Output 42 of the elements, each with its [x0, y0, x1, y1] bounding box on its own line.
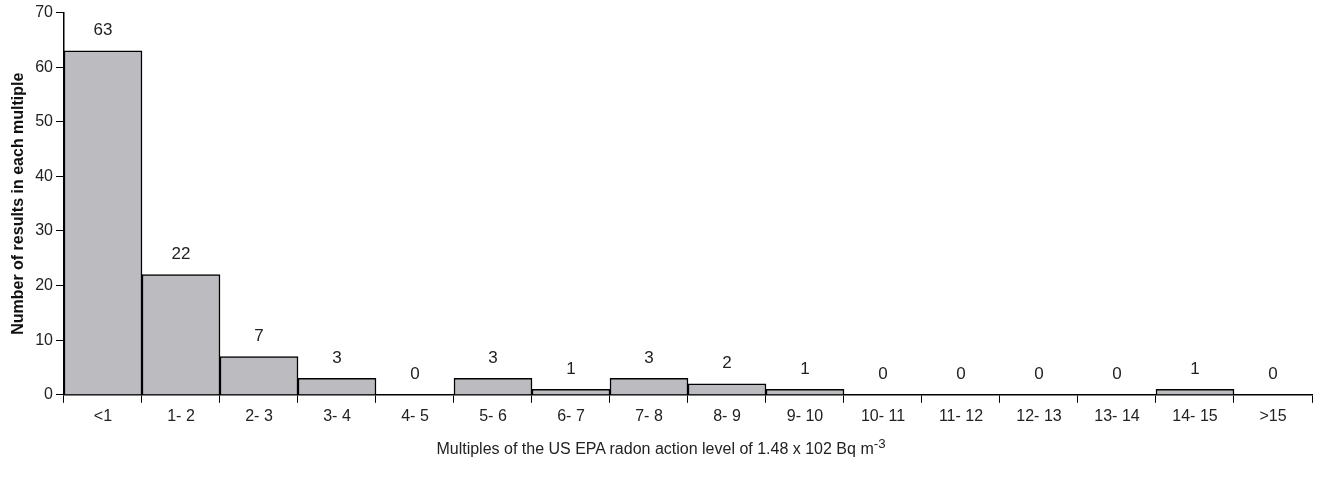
x-tick-label: 11- 12 [938, 406, 984, 424]
data-label: 1 [1190, 358, 1200, 378]
data-label: 0 [878, 363, 888, 383]
data-label: 0 [1034, 363, 1044, 383]
data-label: 0 [410, 363, 420, 383]
data-label: 0 [1268, 363, 1278, 383]
x-tick-label: >15 [1259, 406, 1287, 424]
y-tick-label: 0 [44, 385, 54, 403]
data-label: 2 [722, 353, 732, 373]
y-tick-label: 40 [35, 166, 54, 184]
x-tick-label: 7- 8 [635, 406, 663, 424]
x-tick-label: 3- 4 [323, 406, 351, 424]
data-label: 3 [332, 347, 342, 367]
y-tick-label: 70 [35, 3, 54, 21]
x-tick-label: 13- 14 [1094, 406, 1140, 424]
y-tick-label: 20 [35, 276, 54, 294]
data-label: 22 [171, 243, 191, 263]
data-label: 0 [956, 363, 966, 383]
data-label: 0 [1112, 363, 1122, 383]
y-tick-label: 10 [35, 330, 54, 348]
x-tick-label: 8- 9 [713, 406, 741, 424]
data-label: 3 [644, 347, 654, 367]
y-tick-label: 60 [35, 57, 54, 75]
y-tick-label: 50 [35, 112, 54, 130]
x-tick-label: 5- 6 [479, 406, 507, 424]
data-label: 1 [566, 358, 576, 378]
x-tick-label: 10- 11 [860, 406, 906, 424]
x-tick-label: <1 [93, 406, 113, 424]
x-tick-label: 12- 13 [1016, 406, 1062, 424]
x-axis-title: Multiples of the US EPA radon action level of 1.48 x 102 Bq m$^{-3}$ [435, 436, 887, 459]
x-tick-label: 9- 10 [786, 406, 824, 424]
x-tick-label: 4- 5 [401, 406, 429, 424]
y-axis-title: Number of results in each multiple [9, 72, 27, 335]
x-tick-label: 14- 15 [1172, 406, 1218, 424]
x-tick-label: 2- 3 [245, 406, 273, 424]
data-label: 3 [488, 347, 498, 367]
data-label: 63 [93, 20, 113, 40]
x-tick-label: 6- 7 [557, 406, 585, 424]
x-tick-label: 1- 2 [167, 406, 195, 424]
data-label: 7 [254, 325, 264, 345]
data-label: 1 [800, 358, 810, 378]
y-tick-label: 30 [35, 221, 54, 239]
